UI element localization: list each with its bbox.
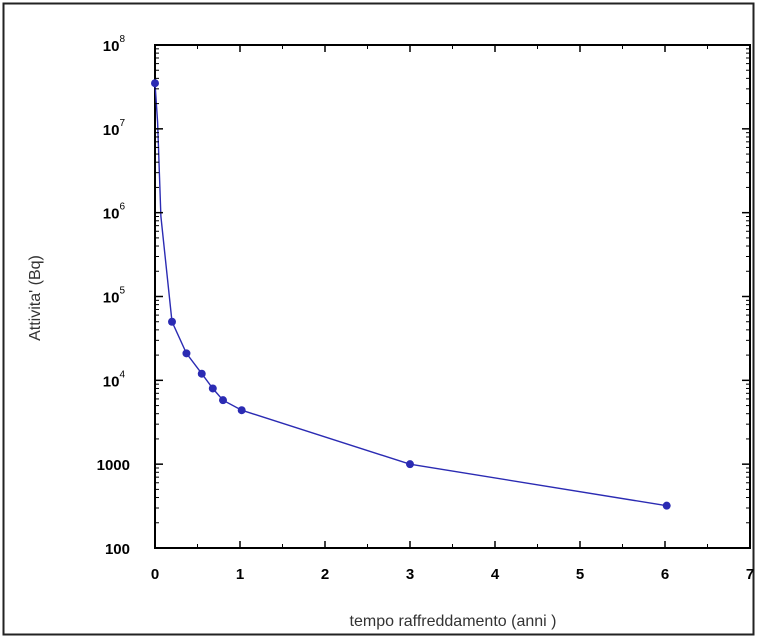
y-axis-title: Attivita' (Bq) [27,255,44,341]
data-point [406,460,414,468]
data-point [168,318,176,326]
x-tick-label: 5 [576,566,584,583]
figure-frame [4,4,754,635]
data-point [663,502,671,510]
x-tick-label: 2 [321,566,329,583]
x-tick-label: 4 [491,566,500,583]
x-tick-label: 0 [151,566,159,583]
x-tick-label: 1 [236,566,244,583]
x-tick-label: 7 [746,566,754,583]
y-tick-label: 1000 [97,457,130,474]
data-point [238,406,246,414]
data-point [198,370,206,378]
x-axis-title: tempo raffreddamento (anni ) [350,613,557,630]
x-tick-label: 6 [661,566,669,583]
x-tick-label: 3 [406,566,414,583]
data-point [151,79,159,87]
data-point [209,384,217,392]
data-point [182,349,190,357]
y-tick-label: 100 [105,541,130,558]
data-point [219,396,227,404]
